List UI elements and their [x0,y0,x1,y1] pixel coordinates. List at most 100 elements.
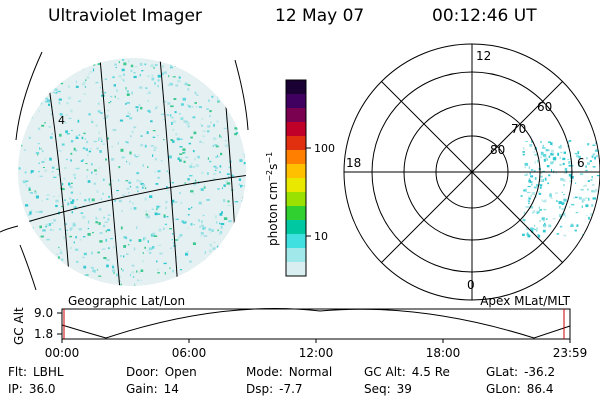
speckle [103,216,106,219]
speckle [221,187,224,189]
speckle [42,279,45,281]
speckle [533,210,536,213]
speckle [25,250,27,253]
speckle [37,96,40,99]
speckle [51,166,55,169]
speckle [58,98,62,101]
speckle [206,108,209,110]
speckle [242,60,244,64]
speckle [78,64,81,66]
info-label: Dsp: [246,382,274,396]
speckle [50,113,53,115]
speckle [82,215,86,219]
speckle [172,233,174,235]
meridian-line [99,58,121,286]
speckle [171,239,173,241]
speckle [52,91,55,93]
meridian-line [159,58,179,286]
speckle [563,234,567,237]
speckle [185,252,189,256]
speckle [586,215,588,217]
speckle [57,174,60,176]
speckle [171,122,173,125]
colorbar-stripe [286,234,306,249]
speckle [563,184,565,187]
speckle [122,194,126,196]
speckle [217,99,220,102]
speckle [523,211,525,215]
speckle [42,229,46,232]
speckle [237,81,240,85]
speckle [561,191,563,193]
speckle [163,119,166,121]
speckle [38,162,40,164]
speckle [591,190,595,193]
speckle [237,114,242,118]
speckle [538,206,540,209]
speckle [23,110,26,113]
speckle [544,222,546,225]
info-value: -36.2 [524,365,556,379]
speckle [201,118,204,120]
speckle [86,175,88,179]
speckle [218,156,220,158]
speckle [233,111,237,113]
speckle [70,201,74,205]
speckle [220,136,223,138]
speckle [129,162,131,165]
speckle [221,211,223,214]
speckle [238,91,242,93]
speckle [25,204,29,207]
speckle [92,269,95,272]
speckle [125,180,129,182]
speckle [130,207,132,210]
speckle [558,205,561,209]
speckle [540,179,543,182]
speckle [238,111,241,114]
speckle [128,181,132,184]
speckle [165,200,168,204]
speckle [59,252,63,254]
speckle [581,200,584,203]
speckle [38,127,41,130]
speckle [102,143,105,145]
speckle [595,141,597,144]
speckle [545,218,548,220]
speckle [562,162,565,166]
speckle [550,152,554,156]
speckle [209,160,212,163]
speckle [190,282,193,286]
speckle [75,135,78,137]
speckle [99,283,103,286]
timeline-frame [61,308,571,340]
speckle [180,103,184,106]
speckle [83,93,85,95]
speckle [207,125,211,128]
speckle [159,252,163,255]
speckle [53,258,57,261]
speckle [92,68,95,72]
speckle [140,106,143,110]
speckle [185,156,189,158]
colorbar-stripe [286,248,306,263]
speckle [562,157,566,161]
speckle [534,229,537,231]
speckle [119,275,121,278]
speckle [152,136,156,138]
speckle [87,279,89,282]
speckle [18,167,21,170]
speckle [26,66,31,69]
speckle [150,120,153,123]
speckle [541,199,543,202]
speckle [224,240,226,243]
speckle [59,228,62,231]
speckle [75,80,77,84]
speckle [182,97,186,101]
speckle [572,165,574,167]
speckle [216,221,218,224]
speckle [559,163,562,166]
info-value: 39 [396,382,412,396]
speckle [118,199,122,203]
speckle [204,251,206,254]
